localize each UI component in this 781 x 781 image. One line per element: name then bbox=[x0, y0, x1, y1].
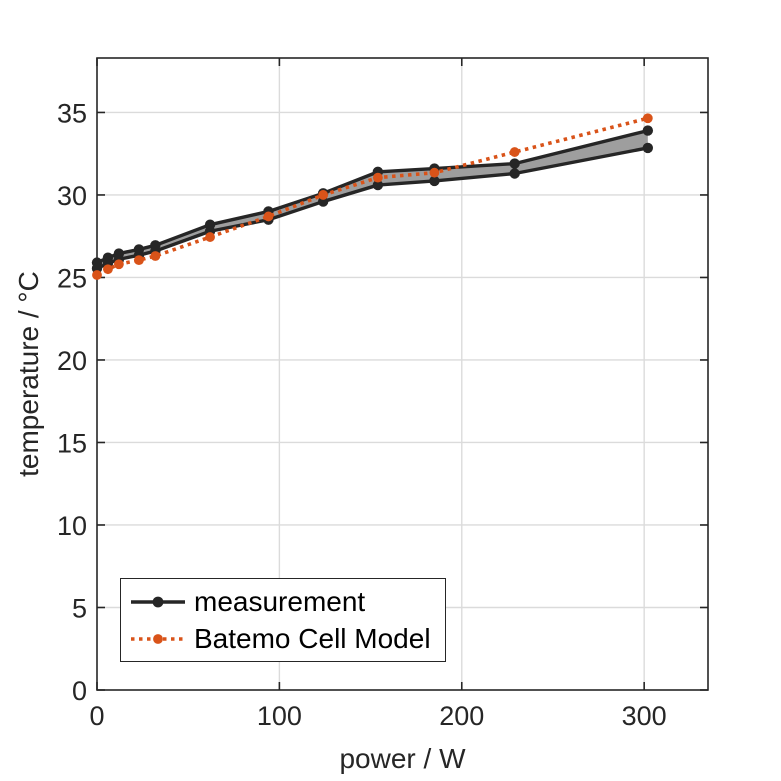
legend-label-measurement: measurement bbox=[194, 585, 366, 617]
batemo-model-marker bbox=[92, 270, 102, 280]
axes-box bbox=[96, 57, 709, 691]
measurement-marker bbox=[509, 168, 520, 179]
batemo-model-marker bbox=[318, 190, 329, 200]
y-tick-label: 15 bbox=[57, 428, 87, 458]
batemo-model-marker bbox=[642, 113, 653, 124]
x-tick-label: 0 bbox=[89, 701, 104, 731]
batemo-model-marker bbox=[509, 147, 520, 157]
batemo-model-marker bbox=[150, 251, 161, 261]
measurement-marker bbox=[642, 142, 654, 154]
x-tick-label: 300 bbox=[622, 701, 667, 731]
y-tick-label: 30 bbox=[57, 181, 87, 211]
batemo-model-line bbox=[96, 116, 649, 277]
batemo-model-marker bbox=[113, 259, 124, 270]
batemo-model-marker bbox=[134, 255, 144, 266]
y-tick-label: 10 bbox=[57, 511, 87, 541]
measurement-line-sample bbox=[131, 596, 185, 607]
legend: measurement Batemo Cell Model bbox=[120, 578, 446, 662]
y-axis-label: temperature / °C bbox=[13, 271, 44, 477]
batemo-model-marker bbox=[263, 211, 274, 222]
x-axis-label: power / W bbox=[339, 743, 466, 774]
batemo-model-marker bbox=[372, 172, 383, 183]
legend-circle-marker-icon bbox=[152, 596, 164, 607]
y-tick-label: 5 bbox=[72, 593, 87, 623]
y-tick-label: 35 bbox=[57, 98, 87, 128]
x-tick-label: 200 bbox=[439, 701, 484, 731]
legend-item-measurement: measurement bbox=[129, 584, 431, 620]
measurement-marker bbox=[642, 125, 654, 136]
y-tick-label: 20 bbox=[57, 346, 87, 376]
y-tick-label: 25 bbox=[57, 263, 87, 293]
batemo-line-sample bbox=[131, 633, 185, 644]
batemo-model-marker bbox=[205, 232, 215, 242]
measurement-marker bbox=[372, 179, 384, 191]
legend-label-batemo: Batemo Cell Model bbox=[194, 622, 431, 654]
batemo-model-marker bbox=[103, 264, 113, 275]
measurement-lower-line bbox=[96, 146, 649, 270]
measurement-marker bbox=[429, 175, 440, 187]
legend-circle-marker-icon bbox=[153, 633, 163, 644]
x-tick-label: 100 bbox=[257, 701, 302, 731]
y-tick-label: 0 bbox=[72, 676, 87, 706]
legend-item-batemo-cell-model: Batemo Cell Model bbox=[129, 621, 431, 657]
batemo-model-marker bbox=[429, 167, 440, 178]
measurement-marker bbox=[509, 158, 520, 169]
